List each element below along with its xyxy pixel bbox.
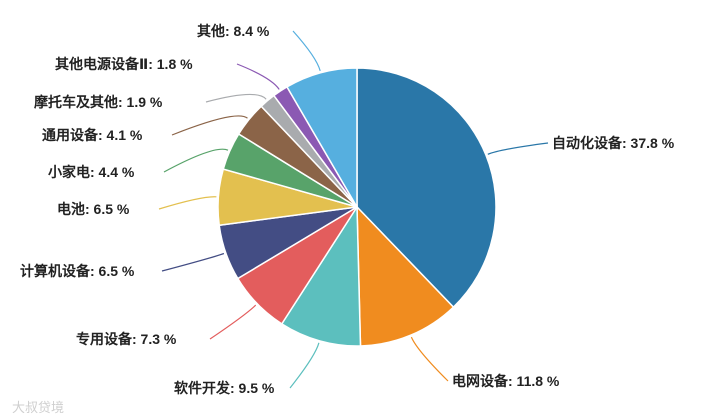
leader-line-3 — [209, 304, 257, 340]
leader-line-0 — [487, 142, 549, 155]
leader-line-10 — [292, 30, 321, 72]
slice-label-5: 电池: 6.5 % — [57, 201, 130, 217]
slice-label-7: 通用设备: 4.1 % — [42, 127, 143, 143]
pie-slice-0 — [356, 67, 497, 309]
slice-label-2: 软件开发: 9.5 % — [174, 380, 275, 396]
pie-slices — [217, 67, 497, 347]
slice-label-10: 其他: 8.4 % — [197, 23, 270, 39]
pie-slice-10 — [285, 67, 358, 210]
leader-line-9 — [236, 63, 280, 90]
pie-slice-2 — [280, 204, 362, 347]
slice-label-0: 自动化设备: 37.8 % — [552, 135, 675, 151]
leader-line-7 — [171, 115, 248, 136]
watermark: 大叔贷境 — [12, 401, 64, 416]
leader-line-8 — [205, 93, 267, 103]
leader-line-6 — [163, 148, 229, 173]
leader-lines — [158, 30, 549, 389]
slice-label-4: 计算机设备: 6.5 % — [20, 263, 135, 279]
slice-label-6: 小家电: 4.4 % — [48, 164, 135, 180]
slice-label-3: 专用设备: 7.3 % — [76, 331, 177, 347]
leader-line-5 — [158, 196, 217, 210]
leader-line-2 — [289, 342, 320, 389]
slice-labels: 自动化设备: 37.8 % 电网设备: 11.8 % 软件开发: 9.5 % 专用设备… — [20, 23, 675, 396]
leader-line-1 — [410, 336, 449, 382]
leader-line-4 — [161, 252, 225, 272]
slice-label-8: 摩托车及其他: 1.9 % — [34, 94, 163, 110]
slice-label-9: 其他电源设备Ⅱ: 1.8 % — [55, 56, 193, 72]
slice-label-1: 电网设备: 11.8 % — [452, 373, 560, 389]
pie-slice-1 — [356, 205, 455, 347]
